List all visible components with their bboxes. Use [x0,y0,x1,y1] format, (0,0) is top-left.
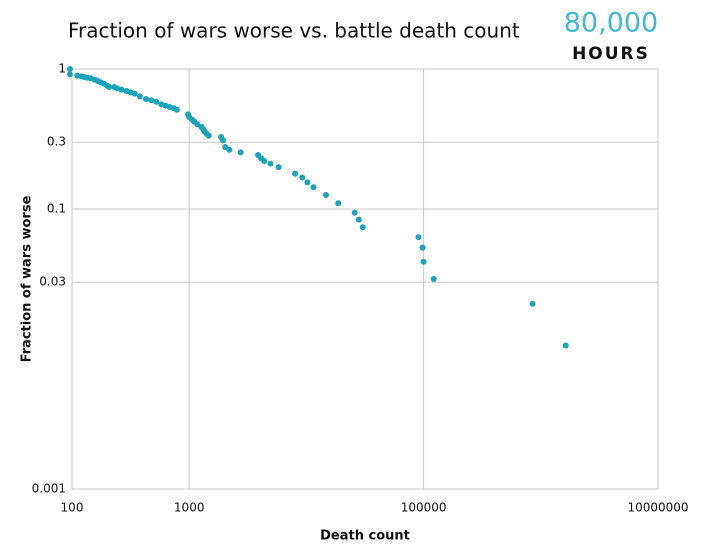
point [261,158,268,165]
point [205,132,212,139]
x-tick-label: 100 [61,501,84,515]
point [106,84,113,91]
point [173,106,180,113]
point [66,71,73,78]
x-tick-label: 10000000 [627,501,688,515]
x-axis-label: Death count [320,529,410,544]
point [420,258,427,265]
point [299,174,306,181]
point [118,86,125,93]
point [310,184,317,191]
y-tick-label: 0.001 [32,482,66,496]
plot-frame [71,68,659,490]
x-tick-label: 100000 [401,501,447,515]
point [351,209,358,216]
point [237,149,244,156]
logo-number: 80,000 [564,8,658,39]
point [131,90,138,97]
point [419,244,426,251]
point [355,216,362,223]
point [430,276,437,283]
y-tick-label: 0.1 [47,202,66,216]
point [267,160,274,167]
y-tick-label: 0.3 [47,135,66,149]
y-tick-label: 0.03 [39,275,66,289]
point [359,224,366,231]
point [335,200,342,207]
point [304,179,311,186]
point [220,137,227,144]
logo-word: HOURS [572,44,650,64]
point [148,97,155,104]
point [143,96,150,103]
x-tick-label: 1000 [174,501,205,515]
point [226,146,233,153]
y-axis-label: Fraction of wars worse [20,195,35,362]
point [66,66,73,72]
point [562,342,569,349]
point [136,93,143,100]
point [529,300,536,307]
chart-title: Fraction of wars worse vs. battle death … [68,19,520,43]
point [275,164,282,171]
point [153,98,160,105]
point [292,170,299,177]
point [415,234,422,241]
point [323,191,330,198]
y-tick-label: 1 [58,62,66,76]
